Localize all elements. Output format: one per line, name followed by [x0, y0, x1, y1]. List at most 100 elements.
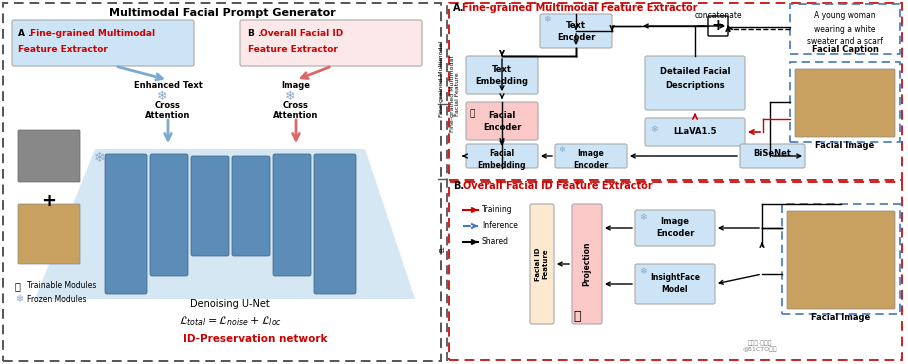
FancyBboxPatch shape [530, 204, 554, 324]
Bar [782, 204, 900, 314]
FancyBboxPatch shape [314, 154, 356, 294]
Text: Model: Model [662, 285, 688, 294]
Text: Feature Extractor: Feature Extractor [248, 46, 338, 55]
Text: Overall Facial ID Feature Extractor: Overall Facial ID Feature Extractor [463, 181, 653, 191]
Text: A young woman: A young woman [814, 12, 876, 20]
Text: InsightFace: InsightFace [650, 273, 700, 282]
Text: Fine-grained Multimodal Feature Extractor: Fine-grained Multimodal Feature Extracto… [462, 3, 697, 13]
FancyBboxPatch shape [787, 211, 895, 309]
Text: 🔥: 🔥 [469, 110, 474, 119]
Text: LLaVA1.5: LLaVA1.5 [673, 127, 716, 136]
Text: Enhanced Text: Enhanced Text [133, 82, 202, 91]
Text: B.: B. [439, 245, 445, 253]
Text: Encoder: Encoder [656, 229, 695, 238]
Text: ❄: ❄ [639, 268, 646, 277]
FancyBboxPatch shape [18, 204, 80, 264]
Text: concatenate: concatenate [695, 12, 742, 20]
FancyBboxPatch shape [191, 156, 229, 256]
Text: Facial: Facial [489, 111, 516, 120]
FancyBboxPatch shape [645, 118, 745, 146]
Text: Facial Caption: Facial Caption [812, 44, 878, 54]
Text: ❄: ❄ [558, 146, 565, 154]
Text: Fine-grained Multimodal: Fine-grained Multimodal [439, 41, 445, 117]
Text: ID-Preservation network: ID-Preservation network [183, 334, 327, 344]
Text: B .: B . [248, 29, 262, 39]
Text: Text: Text [566, 21, 586, 31]
Bar [449, 182, 902, 360]
Text: ❄: ❄ [285, 90, 295, 103]
Text: Attention: Attention [145, 111, 191, 119]
FancyBboxPatch shape [273, 154, 311, 276]
Bar [449, 3, 902, 180]
FancyBboxPatch shape [105, 154, 147, 294]
Text: Fine-grained Multimodal: Fine-grained Multimodal [30, 29, 155, 39]
FancyBboxPatch shape [795, 69, 895, 137]
Text: BiSeNet: BiSeNet [753, 149, 791, 158]
FancyBboxPatch shape [555, 144, 627, 168]
Text: +: + [42, 192, 56, 210]
Text: A.: A. [453, 3, 464, 13]
FancyBboxPatch shape [740, 144, 805, 168]
Text: ❄: ❄ [639, 214, 646, 222]
FancyBboxPatch shape [645, 56, 745, 110]
Text: ❄: ❄ [94, 151, 106, 165]
Text: $\mathcal{L}_{total} = \mathcal{L}_{noise} + \mathcal{L}_{loc}$: $\mathcal{L}_{total} = \mathcal{L}_{nois… [179, 314, 281, 328]
Text: Fine-grained Multimodal
Facial Feature: Fine-grained Multimodal Facial Feature [449, 56, 460, 132]
Text: Feature Extractor: Feature Extractor [18, 46, 108, 55]
Text: ❄: ❄ [157, 90, 167, 103]
FancyBboxPatch shape [635, 264, 715, 304]
Text: Trainable Modules: Trainable Modules [27, 281, 96, 290]
FancyBboxPatch shape [540, 14, 612, 48]
Text: wearing a white: wearing a white [814, 24, 875, 33]
Text: Facial Image: Facial Image [815, 142, 874, 150]
Text: Facial Image: Facial Image [812, 313, 871, 323]
Text: Attention: Attention [273, 111, 319, 119]
FancyBboxPatch shape [466, 102, 538, 140]
Polygon shape [35, 149, 415, 299]
Text: Detailed Facial: Detailed Facial [660, 67, 730, 76]
Text: 🔥: 🔥 [15, 281, 21, 291]
Text: 🔥: 🔥 [573, 309, 580, 323]
FancyBboxPatch shape [635, 210, 715, 246]
Text: Embedding: Embedding [476, 78, 528, 87]
Text: Inference: Inference [482, 222, 518, 230]
Text: Multimodal Facial Prompt Generator: Multimodal Facial Prompt Generator [109, 8, 335, 18]
Text: Cross: Cross [283, 102, 309, 111]
Text: ❄: ❄ [543, 16, 550, 24]
Bar [3, 3, 441, 361]
Text: Image: Image [281, 82, 311, 91]
Text: Embedding: Embedding [478, 161, 527, 170]
Text: Shared: Shared [482, 237, 509, 246]
Text: sweater and a scarf: sweater and a scarf [807, 37, 883, 47]
Text: Encoder: Encoder [557, 33, 595, 43]
Bar [790, 62, 900, 142]
Text: Facial: Facial [489, 149, 515, 158]
Text: ❄: ❄ [15, 294, 23, 304]
Bar [790, 4, 900, 54]
Text: Facial ID
Feature: Facial ID Feature [536, 247, 548, 281]
Text: A .: A . [18, 29, 32, 39]
Text: ❄: ❄ [650, 126, 657, 135]
FancyBboxPatch shape [12, 20, 194, 66]
Text: Frozen Modules: Frozen Modules [27, 294, 86, 304]
FancyBboxPatch shape [18, 130, 80, 182]
Text: Projection: Projection [583, 242, 591, 286]
Text: Encoder: Encoder [483, 123, 521, 131]
Text: Descriptions: Descriptions [666, 80, 725, 90]
Text: Image: Image [577, 149, 605, 158]
Text: +: + [712, 19, 725, 33]
Text: Encoder: Encoder [573, 161, 608, 170]
Text: Text: Text [492, 66, 512, 75]
Text: Cross: Cross [155, 102, 181, 111]
Text: 公众号·里于位
@51CTO博客: 公众号·里于位 @51CTO博客 [743, 340, 777, 352]
Text: Denoising U-Net: Denoising U-Net [190, 299, 270, 309]
FancyBboxPatch shape [708, 16, 728, 36]
FancyBboxPatch shape [466, 56, 538, 94]
Text: B.: B. [453, 181, 464, 191]
FancyBboxPatch shape [240, 20, 422, 66]
FancyBboxPatch shape [466, 144, 538, 168]
Text: Training: Training [482, 206, 513, 214]
FancyBboxPatch shape [232, 156, 270, 256]
Text: Image: Image [660, 218, 689, 226]
FancyBboxPatch shape [572, 204, 602, 324]
